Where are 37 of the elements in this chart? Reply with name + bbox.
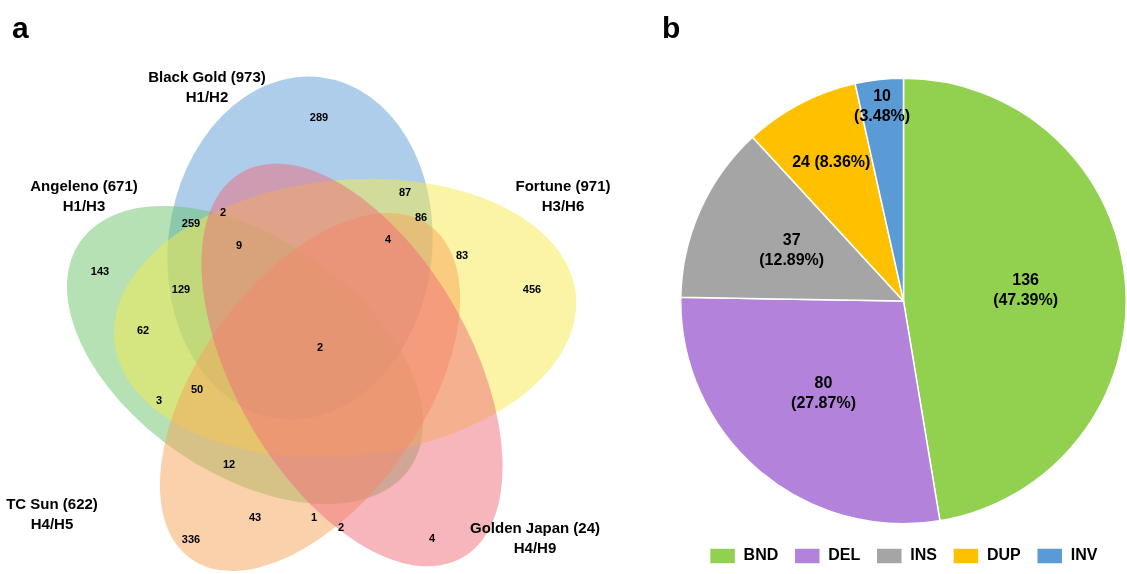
category-label: Angeleno (671) H1/H3 bbox=[30, 177, 138, 215]
text: 62 bbox=[136, 324, 150, 337]
text: 87 bbox=[398, 186, 412, 199]
category-label: Black Gold (973) H1/H2 bbox=[148, 68, 266, 106]
text: 3 bbox=[155, 394, 163, 407]
category-label: TC Sun (622) H4/H5 bbox=[6, 495, 98, 533]
text: 4 bbox=[384, 233, 392, 246]
data-label: 136 (47.39%) bbox=[993, 271, 1059, 309]
text: 2 bbox=[219, 206, 227, 219]
text: 4 bbox=[428, 532, 436, 545]
text: 9 bbox=[235, 239, 243, 252]
category-label: Fortune (971) H3/H6 bbox=[515, 177, 611, 215]
legend-label: DUP bbox=[986, 546, 1022, 564]
legend-label: BND bbox=[743, 546, 779, 564]
text: 259 bbox=[181, 217, 201, 230]
text: 143 bbox=[90, 265, 110, 278]
data-label: 37 (12.89%) bbox=[759, 231, 825, 269]
text: 1 bbox=[310, 511, 318, 524]
legend-label: DEL bbox=[828, 546, 861, 564]
legend-label: INV bbox=[1070, 546, 1098, 564]
text: 83 bbox=[455, 249, 469, 262]
text: 43 bbox=[248, 511, 262, 524]
text: 86 bbox=[414, 211, 428, 224]
text: 456 bbox=[522, 283, 542, 296]
text: 2 bbox=[316, 341, 324, 354]
text: a bbox=[12, 11, 29, 45]
text: 289 bbox=[309, 111, 329, 124]
text: 2 bbox=[337, 521, 345, 534]
data-label: 80 (27.87%) bbox=[791, 374, 856, 412]
text: 336 bbox=[181, 533, 201, 546]
chart-title: b bbox=[662, 11, 681, 45]
text: 129 bbox=[171, 283, 191, 296]
legend-label: INS bbox=[910, 546, 938, 564]
category-label: Golden Japan (24) H4/H9 bbox=[469, 519, 601, 557]
data-label: 24 (8.36%) bbox=[792, 153, 871, 171]
text: 12 bbox=[222, 458, 236, 471]
text: 50 bbox=[190, 383, 204, 396]
